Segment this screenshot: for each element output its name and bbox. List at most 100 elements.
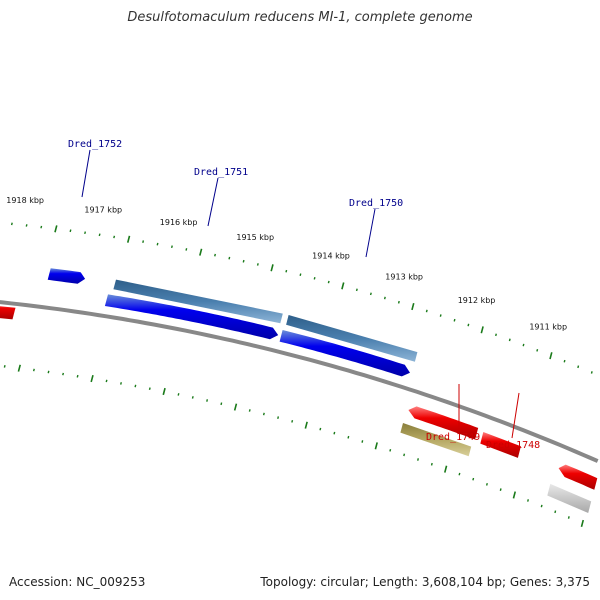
- tick-mark: [76, 374, 79, 378]
- gene-label[interactable]: Dred_1752: [68, 139, 122, 150]
- tick-mark: [580, 519, 585, 527]
- gene-label[interactable]: Dred_1750: [349, 198, 403, 209]
- tick-mark: [327, 280, 330, 284]
- cds-reverse-1749[interactable]: [408, 406, 479, 440]
- cds-forward-1750[interactable]: [279, 330, 410, 377]
- tick-mark: [191, 396, 194, 399]
- tick-label: 1911 kbp: [529, 322, 567, 331]
- tick-mark: [214, 253, 217, 257]
- tick-mark: [126, 235, 131, 243]
- tick-mark: [403, 453, 406, 457]
- gene-feature-1750[interactable]: [286, 315, 418, 362]
- tick-mark: [220, 402, 223, 406]
- tick-mark: [417, 458, 419, 461]
- tick-mark: [270, 264, 274, 272]
- tick-mark: [425, 309, 428, 313]
- tick-mark: [277, 416, 280, 419]
- tick-mark: [228, 256, 231, 260]
- features: [0, 268, 598, 513]
- tick-mark: [508, 338, 511, 342]
- tick-mark: [577, 365, 580, 369]
- tick-mark: [369, 292, 372, 296]
- tick-mark: [40, 225, 43, 229]
- label-leader-line: [365, 208, 376, 258]
- tick-mark: [291, 419, 294, 423]
- tick-label: 1917 kbp: [84, 206, 122, 215]
- tick-label: 1916 kbp: [160, 218, 198, 227]
- tick-mark: [389, 448, 392, 452]
- tick-mark: [439, 314, 442, 317]
- tick-mark: [54, 225, 58, 233]
- tick-mark: [32, 368, 35, 372]
- tick-mark: [333, 431, 336, 435]
- tick-mark: [142, 240, 145, 243]
- tick-label: 1913 kbp: [385, 272, 423, 281]
- tick-mark: [69, 229, 72, 233]
- tick-mark: [374, 442, 378, 450]
- tick-mark: [185, 248, 188, 251]
- cds-forward-1753[interactable]: [47, 268, 86, 284]
- tick-mark: [590, 371, 593, 374]
- tick-mark: [485, 482, 488, 486]
- tick-mark: [17, 364, 21, 372]
- tick-label: 1915 kbp: [236, 233, 274, 242]
- gene-label[interactable]: Dred_1751: [194, 167, 248, 178]
- tick-mark: [472, 477, 475, 481]
- tick-mark: [347, 435, 350, 439]
- tick-mark: [206, 399, 209, 402]
- tick-mark: [313, 276, 316, 280]
- map-title: Desulfotomaculum reducens MI-1, complete…: [127, 10, 473, 25]
- tick-mark: [248, 409, 251, 412]
- tick-mark: [563, 359, 566, 363]
- tick-mark: [341, 282, 345, 290]
- tick-mark: [47, 370, 50, 374]
- tick-mark: [554, 510, 557, 514]
- tick-label: 1918 kbp: [6, 196, 44, 205]
- tick-mark: [10, 222, 13, 226]
- tick-mark: [495, 333, 497, 337]
- tick-mark: [256, 263, 259, 266]
- tick-mark: [90, 374, 94, 383]
- unknown-feature-edge[interactable]: [547, 483, 592, 513]
- tick-marks: 1918 kbp 1917 kbp 1916 kbp 1915 kbp 1914 kbp…: [3, 196, 593, 527]
- tick-mark: [458, 472, 461, 476]
- tick-mark: [156, 242, 159, 246]
- gene-label[interactable]: Dred_1748: [486, 440, 540, 451]
- tick-mark: [549, 352, 553, 360]
- tick-mark: [411, 302, 415, 311]
- tick-mark: [540, 504, 543, 508]
- tick-mark: [62, 372, 65, 376]
- tick-mark: [304, 421, 308, 429]
- tick-mark: [512, 491, 517, 499]
- cds-reverse-1748[interactable]: [480, 432, 521, 458]
- tick-mark: [319, 427, 322, 431]
- tick-mark: [480, 326, 484, 334]
- tick-mark: [299, 273, 302, 277]
- tick-mark: [120, 382, 122, 385]
- tick-mark: [397, 300, 400, 304]
- tick-mark: [522, 343, 525, 347]
- tick-mark: [453, 318, 456, 322]
- label-leader-line: [207, 177, 219, 227]
- tick-label: 1912 kbp: [458, 296, 496, 305]
- tick-mark: [430, 462, 433, 466]
- tick-mark: [3, 365, 6, 368]
- genome-summary: Topology: circular; Length: 3,608,104 bp…: [260, 575, 590, 589]
- tick-mark: [105, 379, 108, 383]
- tick-mark: [148, 387, 151, 391]
- gene-feature-1751[interactable]: [113, 279, 283, 324]
- cds-forward-1751[interactable]: [104, 294, 279, 340]
- tick-mark: [134, 384, 137, 388]
- cds-reverse-edge[interactable]: [558, 464, 598, 490]
- misc-feature-1749[interactable]: [400, 423, 472, 457]
- cds-reverse-left[interactable]: [0, 302, 16, 320]
- gene-label[interactable]: Dred_1749: [426, 432, 480, 443]
- tick-mark: [536, 348, 539, 352]
- tick-mark: [113, 235, 116, 239]
- tick-mark: [170, 245, 173, 249]
- tick-mark: [527, 499, 529, 502]
- backbone-line: [0, 300, 599, 463]
- tick-mark: [177, 393, 180, 396]
- tick-mark: [199, 248, 203, 256]
